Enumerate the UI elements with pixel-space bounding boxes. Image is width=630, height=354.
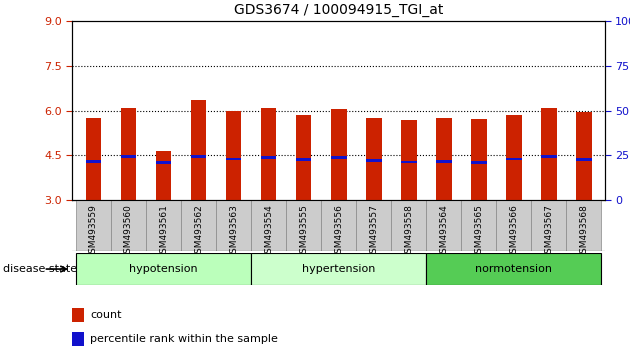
Text: GSM493559: GSM493559 (89, 204, 98, 259)
Bar (401, 160, 416, 163)
Bar (181, 200, 216, 251)
Bar (391, 200, 426, 251)
Bar (146, 200, 181, 251)
Bar (331, 109, 346, 200)
Text: GSM493554: GSM493554 (264, 204, 273, 259)
Bar (295, 159, 311, 161)
Bar (366, 118, 382, 200)
Text: GSM493568: GSM493568 (580, 204, 588, 259)
Bar (261, 108, 277, 200)
Bar (496, 200, 531, 251)
Text: GSM493562: GSM493562 (194, 204, 203, 259)
Text: GSM493564: GSM493564 (439, 204, 448, 259)
Bar (576, 112, 592, 200)
Bar (366, 159, 382, 162)
Text: normotension: normotension (475, 264, 553, 274)
Bar (216, 200, 251, 251)
Bar (471, 119, 486, 200)
Bar (111, 200, 146, 251)
Bar (506, 115, 522, 200)
Bar (471, 161, 486, 164)
Bar (295, 115, 311, 200)
Bar (191, 100, 207, 200)
Bar (76, 200, 111, 251)
Text: GSM493558: GSM493558 (404, 204, 413, 259)
Bar (331, 156, 346, 159)
Text: hypertension: hypertension (302, 264, 375, 274)
Bar (286, 200, 321, 251)
Bar (531, 200, 566, 251)
Bar (566, 200, 601, 251)
Bar (156, 161, 171, 164)
Bar (226, 158, 241, 160)
Text: hypotension: hypotension (129, 264, 198, 274)
Text: GSM493566: GSM493566 (509, 204, 518, 259)
Bar (156, 151, 171, 200)
Text: GSM493561: GSM493561 (159, 204, 168, 259)
Bar (436, 118, 452, 200)
Text: disease state: disease state (3, 264, 77, 274)
Bar (401, 120, 416, 200)
Text: GSM493563: GSM493563 (229, 204, 238, 259)
Bar (191, 155, 207, 158)
Text: GSM493555: GSM493555 (299, 204, 308, 259)
Text: GSM493567: GSM493567 (544, 204, 553, 259)
Text: count: count (90, 310, 122, 320)
Bar (461, 200, 496, 251)
Bar (120, 155, 136, 158)
Bar (356, 200, 391, 251)
Bar (321, 200, 356, 251)
Bar (541, 108, 557, 200)
Text: GSM493565: GSM493565 (474, 204, 483, 259)
Bar (506, 158, 522, 160)
Bar (576, 159, 592, 161)
Text: percentile rank within the sample: percentile rank within the sample (90, 333, 278, 344)
Bar (436, 160, 452, 162)
Bar (86, 118, 101, 200)
Bar (541, 155, 557, 158)
Bar (120, 108, 136, 200)
Bar (226, 111, 241, 200)
Bar (72, 308, 84, 322)
Bar (426, 200, 461, 251)
Text: GSM493557: GSM493557 (369, 204, 378, 259)
Bar (72, 332, 84, 346)
Bar (426, 253, 601, 285)
Text: GSM493560: GSM493560 (124, 204, 133, 259)
Bar (261, 156, 277, 159)
Bar (76, 253, 251, 285)
Bar (86, 160, 101, 162)
Bar (251, 253, 426, 285)
Text: GSM493556: GSM493556 (334, 204, 343, 259)
Title: GDS3674 / 100094915_TGI_at: GDS3674 / 100094915_TGI_at (234, 4, 444, 17)
Bar (251, 200, 286, 251)
